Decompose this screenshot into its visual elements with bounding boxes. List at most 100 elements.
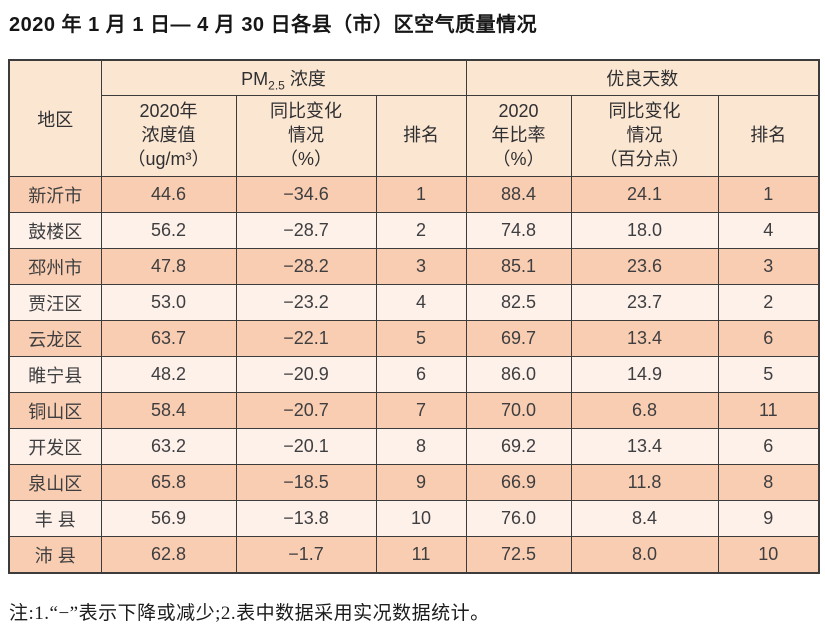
cell-good-change: 13.4 xyxy=(570,428,719,465)
group-header-pm25: PM2.5 浓度 xyxy=(100,59,467,96)
cell-pm-rank: 6 xyxy=(375,356,467,393)
group-header-good-days: 优良天数 xyxy=(465,59,820,96)
cell-pm-change: −20.7 xyxy=(235,392,377,429)
cell-region: 云龙区 xyxy=(8,320,102,357)
cell-good-rank: 2 xyxy=(717,284,820,321)
cell-region: 贾汪区 xyxy=(8,284,102,321)
cell-region: 丰 县 xyxy=(8,500,102,537)
cell-good-change: 11.8 xyxy=(570,464,719,501)
cell-pm-rank: 11 xyxy=(375,536,467,574)
table-row: 铜山区 58.4 −20.7 7 70.0 6.8 11 xyxy=(8,392,820,429)
cell-pm-rank: 2 xyxy=(375,212,467,249)
cell-pm-rank: 3 xyxy=(375,248,467,285)
col-header-good-change: 同比变化 情况 （百分点） xyxy=(570,95,719,177)
cell-good-change: 14.9 xyxy=(570,356,719,393)
col-header-good-rank: 排名 xyxy=(717,95,820,177)
cell-good-ratio: 70.0 xyxy=(465,392,572,429)
cell-good-ratio: 86.0 xyxy=(465,356,572,393)
cell-good-ratio: 66.9 xyxy=(465,464,572,501)
cell-good-ratio: 69.2 xyxy=(465,428,572,465)
cell-pm-change: −20.9 xyxy=(235,356,377,393)
table-header: 地区 PM2.5 浓度 优良天数 2020年 浓度值 （ug/m³） 同比变化 … xyxy=(8,59,820,177)
cell-good-rank: 1 xyxy=(717,176,820,213)
table-row: 鼓楼区 56.2 −28.7 2 74.8 18.0 4 xyxy=(8,212,820,249)
cell-good-rank: 9 xyxy=(717,500,820,537)
table-row: 新沂市 44.6 −34.6 1 88.4 24.1 1 xyxy=(8,176,820,213)
cell-good-ratio: 88.4 xyxy=(465,176,572,213)
cell-good-rank: 5 xyxy=(717,356,820,393)
cell-pm-change: −22.1 xyxy=(235,320,377,357)
cell-pm-value: 53.0 xyxy=(100,284,237,321)
cell-good-change: 23.7 xyxy=(570,284,719,321)
table-row: 贾汪区 53.0 −23.2 4 82.5 23.7 2 xyxy=(8,284,820,321)
table-row: 沛 县 62.8 −1.7 11 72.5 8.0 10 xyxy=(8,536,820,574)
cell-pm-value: 58.4 xyxy=(100,392,237,429)
cell-good-rank: 6 xyxy=(717,320,820,357)
cell-pm-rank: 10 xyxy=(375,500,467,537)
cell-pm-change: −28.7 xyxy=(235,212,377,249)
table-row: 丰 县 56.9 −13.8 10 76.0 8.4 9 xyxy=(8,500,820,537)
table-row: 开发区 63.2 −20.1 8 69.2 13.4 6 xyxy=(8,428,820,465)
cell-region: 睢宁县 xyxy=(8,356,102,393)
cell-pm-change: −18.5 xyxy=(235,464,377,501)
cell-good-change: 18.0 xyxy=(570,212,719,249)
col-header-pm-change: 同比变化 情况 （%） xyxy=(235,95,377,177)
cell-good-change: 8.0 xyxy=(570,536,719,574)
cell-pm-rank: 9 xyxy=(375,464,467,501)
header-sub-row: 2020年 浓度值 （ug/m³） 同比变化 情况 （%） 排名 2020 年比… xyxy=(9,95,820,177)
cell-good-rank: 11 xyxy=(717,392,820,429)
cell-region: 泉山区 xyxy=(8,464,102,501)
pm25-subscript: 2.5 xyxy=(268,78,285,93)
cell-pm-rank: 5 xyxy=(375,320,467,357)
cell-pm-change: −28.2 xyxy=(235,248,377,285)
cell-pm-change: −13.8 xyxy=(235,500,377,537)
cell-good-ratio: 69.7 xyxy=(465,320,572,357)
cell-good-rank: 8 xyxy=(717,464,820,501)
header-group-row: 地区 PM2.5 浓度 优良天数 xyxy=(8,59,820,177)
cell-good-change: 23.6 xyxy=(570,248,719,285)
col-header-pm-rank: 排名 xyxy=(375,95,467,177)
air-quality-table: 地区 PM2.5 浓度 优良天数 2020年 浓度值 （ug/m³） 同比变化 … xyxy=(8,59,821,574)
cell-good-change: 24.1 xyxy=(570,176,719,213)
col-header-good-ratio: 2020 年比率 （%） xyxy=(465,95,572,177)
cell-good-rank: 3 xyxy=(717,248,820,285)
cell-good-ratio: 85.1 xyxy=(465,248,572,285)
cell-good-rank: 4 xyxy=(717,212,820,249)
cell-region: 沛 县 xyxy=(8,536,102,574)
cell-pm-change: −23.2 xyxy=(235,284,377,321)
cell-pm-value: 47.8 xyxy=(100,248,237,285)
col-header-pm-value: 2020年 浓度值 （ug/m³） xyxy=(100,95,237,177)
col-header-region: 地区 xyxy=(8,59,102,177)
cell-pm-rank: 7 xyxy=(375,392,467,429)
pm25-prefix: PM xyxy=(241,69,269,89)
cell-pm-change: −20.1 xyxy=(235,428,377,465)
cell-pm-value: 63.7 xyxy=(100,320,237,357)
cell-good-ratio: 72.5 xyxy=(465,536,572,574)
page-title: 2020 年 1 月 1 日— 4 月 30 日各县（市）区空气质量情况 xyxy=(9,14,538,36)
pm25-suffix: 浓度 xyxy=(284,69,326,89)
table-row: 睢宁县 48.2 −20.9 6 86.0 14.9 5 xyxy=(8,356,820,393)
cell-good-change: 13.4 xyxy=(570,320,719,357)
cell-region: 开发区 xyxy=(8,428,102,465)
cell-pm-rank: 1 xyxy=(375,176,467,213)
cell-pm-value: 44.6 xyxy=(100,176,237,213)
cell-region: 新沂市 xyxy=(8,176,102,213)
cell-region: 鼓楼区 xyxy=(8,212,102,249)
cell-good-rank: 10 xyxy=(717,536,820,574)
cell-pm-change: −34.6 xyxy=(235,176,377,213)
cell-pm-change: −1.7 xyxy=(235,536,377,574)
cell-good-ratio: 82.5 xyxy=(465,284,572,321)
footnote: 注:1.“−”表示下降或减少;2.表中数据采用实况数据统计。 xyxy=(9,603,490,624)
cell-good-change: 6.8 xyxy=(570,392,719,429)
cell-pm-value: 56.2 xyxy=(100,212,237,249)
cell-good-rank: 6 xyxy=(717,428,820,465)
cell-region: 邳州市 xyxy=(8,248,102,285)
cell-pm-value: 65.8 xyxy=(100,464,237,501)
cell-pm-rank: 8 xyxy=(375,428,467,465)
cell-good-ratio: 74.8 xyxy=(465,212,572,249)
cell-region: 铜山区 xyxy=(8,392,102,429)
cell-good-change: 8.4 xyxy=(570,500,719,537)
cell-pm-value: 56.9 xyxy=(100,500,237,537)
cell-good-ratio: 76.0 xyxy=(465,500,572,537)
